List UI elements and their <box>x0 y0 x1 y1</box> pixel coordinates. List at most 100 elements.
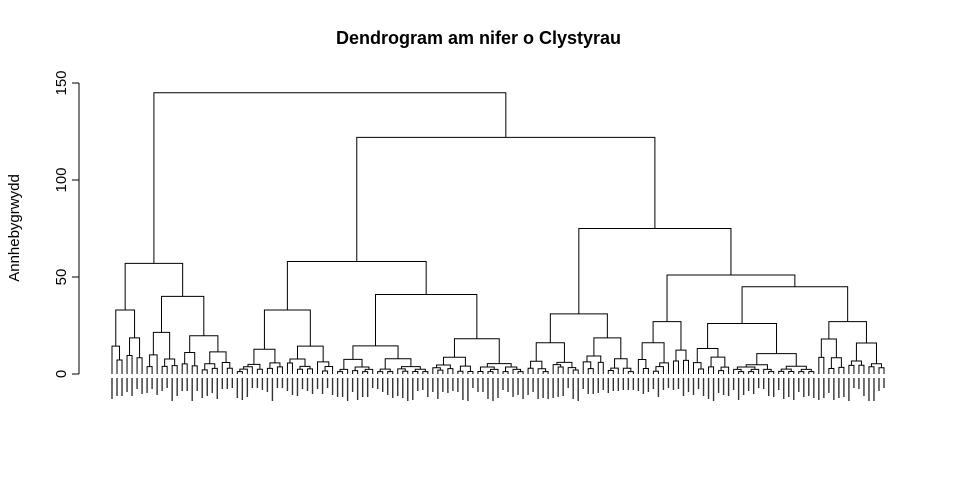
dendrogram-merge <box>447 368 454 374</box>
dendrogram-merge <box>798 371 805 374</box>
dendrogram-merge <box>850 360 862 366</box>
dendrogram-merge <box>377 371 384 374</box>
dendrogram-merge <box>263 309 311 350</box>
dendrogram-merge <box>352 345 399 360</box>
dendrogram-merge <box>276 366 283 374</box>
dendrogram-merge <box>362 371 369 374</box>
dendrogram-merge <box>652 321 682 351</box>
dendrogram-merge <box>748 371 755 374</box>
dendrogram-merge <box>788 371 795 374</box>
dendrogram-merge <box>552 364 562 374</box>
dendrogram-merge <box>149 354 158 374</box>
dendrogram-merge <box>642 367 649 374</box>
dendrogram-merge <box>622 367 632 374</box>
dendrogram-merge <box>422 371 429 374</box>
dendrogram-merge <box>487 371 494 374</box>
dendrogram-merge <box>666 274 796 322</box>
dendrogram-merge <box>343 358 363 370</box>
dendrogram-merge <box>286 362 293 374</box>
dendrogram-merge <box>296 368 303 374</box>
dendrogram-merge <box>354 366 370 371</box>
dendrogram-merge <box>698 368 705 374</box>
dendrogram-merge <box>818 356 825 374</box>
dendrogram-merge <box>129 337 141 358</box>
dendrogram-merge <box>324 366 334 374</box>
dendrogram-merge <box>322 370 329 374</box>
dendrogram-merge <box>209 351 227 364</box>
dendrogram-merge <box>675 349 687 361</box>
dendrogram-merge <box>337 371 344 374</box>
dendrogram-merge <box>828 368 835 374</box>
dendrogram-merge <box>808 371 815 374</box>
y-tick-label: 100 <box>53 167 70 192</box>
dendrogram-merge <box>236 371 243 374</box>
dendrogram-merge <box>374 293 478 346</box>
dendrogram-merge <box>457 370 464 374</box>
dendrogram-merge <box>384 358 412 370</box>
dendrogram-merge <box>582 361 592 374</box>
y-axis-label: Annhebygrwydd <box>6 174 23 282</box>
dendrogram-merge <box>738 371 745 374</box>
dendrogram-merge <box>153 92 507 264</box>
dendrogram-merge <box>530 360 543 369</box>
dendrogram-merge <box>741 286 849 324</box>
dendrogram-merge <box>226 367 233 374</box>
dendrogram-merge <box>307 368 314 374</box>
dendrogram-merge <box>848 364 855 374</box>
dendrogram-merge <box>693 362 702 374</box>
dendrogram-merge <box>768 371 775 374</box>
dendrogram-merge <box>453 338 500 364</box>
dendrogram-merge <box>477 370 484 374</box>
dendrogram-merge <box>486 363 512 368</box>
y-tick-label: 50 <box>53 269 70 286</box>
dendrogram-merge <box>587 368 594 374</box>
chart-title: Dendrogram am nifer o Clystyrau <box>335 28 622 48</box>
dendrogram-merge <box>437 369 444 374</box>
dendrogram-merge <box>710 356 726 368</box>
dendrogram-merge <box>356 136 656 262</box>
dendrogram-merge <box>517 371 524 374</box>
dendrogram-merge <box>610 367 619 374</box>
dendrogram-merge <box>778 370 785 374</box>
dendrogram-merge <box>659 362 669 374</box>
dendrogram-merge <box>655 366 664 374</box>
dendrogram-merge <box>527 367 534 374</box>
dendrogram-merge <box>211 367 218 374</box>
dendrogram-merge <box>868 366 875 374</box>
dendrogram-merge <box>253 348 276 365</box>
dendrogram-merge <box>201 369 208 374</box>
dendrogram-merge <box>597 361 604 374</box>
dendrogram-merge <box>124 262 184 310</box>
dendrogram-merge <box>502 371 509 374</box>
dendrogram-merge <box>387 371 394 374</box>
dendrogram-merge <box>126 354 133 374</box>
dendrogram-tree <box>111 92 885 374</box>
dendrogram-merge <box>557 366 564 374</box>
dendrogram-merge <box>820 338 837 358</box>
y-tick-label: 0 <box>53 370 70 378</box>
dendrogram-merge <box>243 366 253 374</box>
dendrogram-merge <box>838 366 845 374</box>
dendrogram-merge <box>204 363 216 370</box>
dendrogram-merge <box>459 365 471 372</box>
y-tick-label: 150 <box>53 70 70 95</box>
dendrogram-merge <box>296 345 324 362</box>
dendrogram-merge <box>116 359 123 374</box>
dendrogram-merge <box>115 309 136 347</box>
y-axis: 0 50 100 150 <box>53 70 80 378</box>
dendrogram-merge <box>352 370 359 374</box>
dendrogram-merge <box>191 365 198 374</box>
dendrogram-merge <box>708 366 715 374</box>
dendrogram-merge <box>432 367 441 374</box>
dendrogram-merge <box>614 358 628 369</box>
dendrogram-merge <box>171 365 178 374</box>
dendrogram-merge <box>286 260 427 310</box>
dendrogram-merge <box>146 366 153 374</box>
dendrogram-merge <box>858 364 865 374</box>
dendrogram-merge <box>269 362 281 369</box>
dendrogram-merge <box>578 228 732 314</box>
dendrogram-merge <box>266 367 273 374</box>
dendrogram-merge <box>161 295 205 336</box>
dendrogram-merge <box>718 370 725 374</box>
